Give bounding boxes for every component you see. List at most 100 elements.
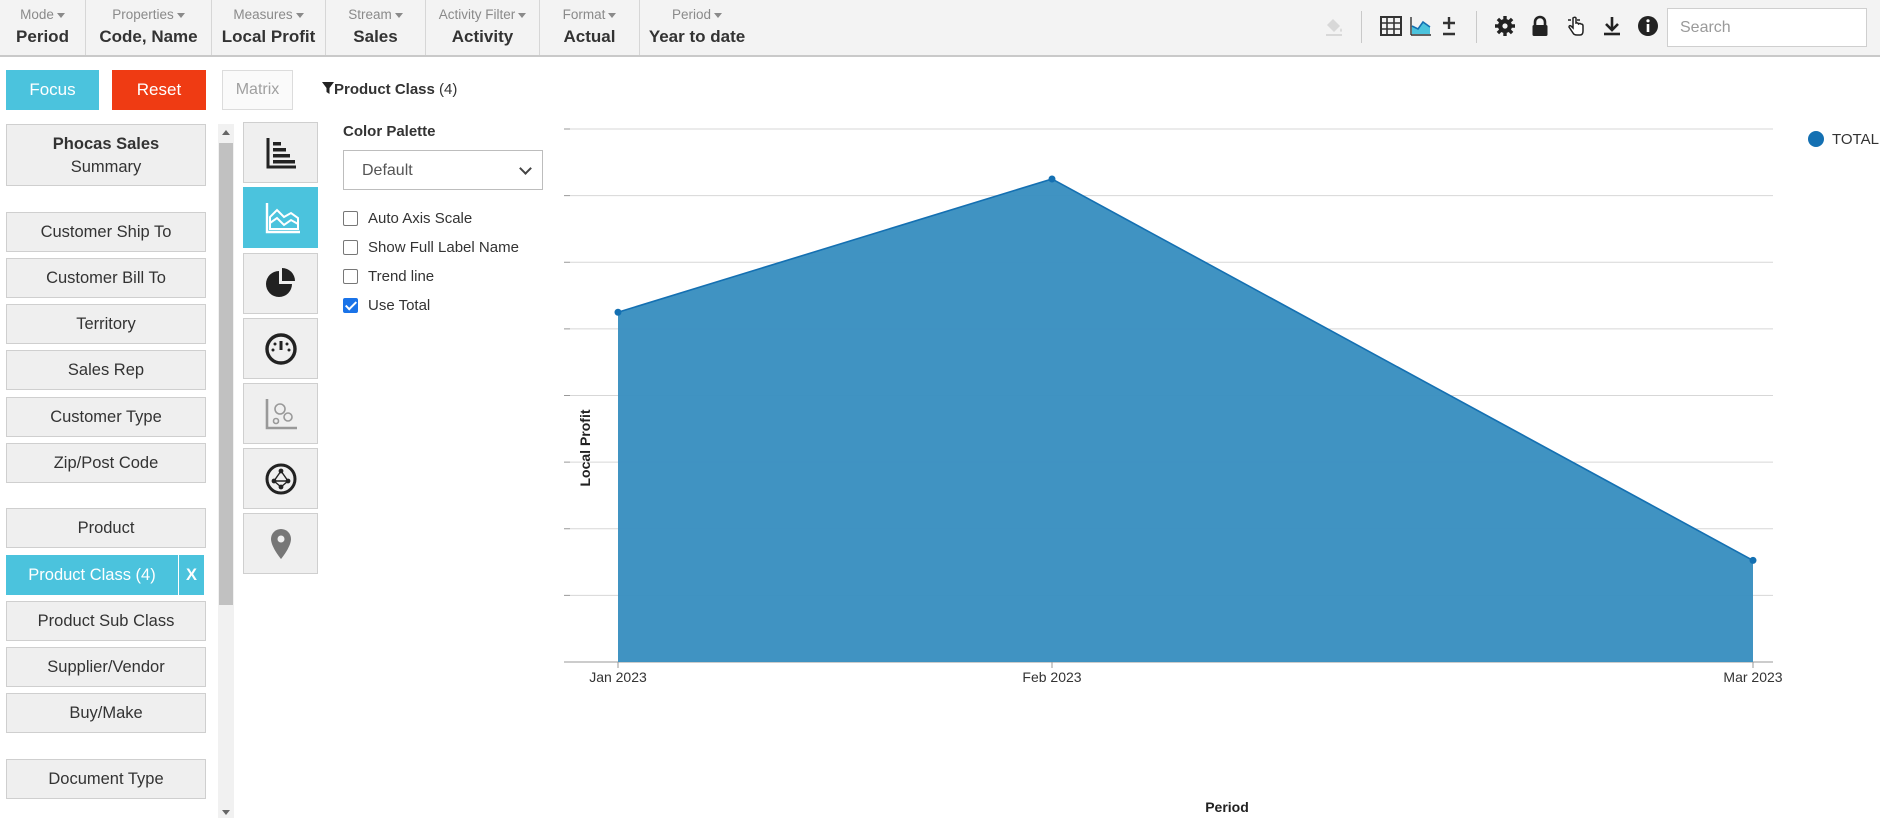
gear-icon[interactable] bbox=[1493, 14, 1517, 38]
bar-chart-icon bbox=[266, 138, 296, 169]
data-point-2[interactable] bbox=[1048, 175, 1056, 183]
dimension-customer-type[interactable]: Customer Type bbox=[6, 397, 206, 437]
chart-type-map[interactable] bbox=[243, 513, 318, 574]
period-selector[interactable]: Period Year to date bbox=[640, 0, 754, 55]
data-point-3[interactable] bbox=[1749, 556, 1757, 564]
period-label: Period bbox=[671, 7, 712, 22]
summary-title: Phocas Sales bbox=[52, 135, 160, 153]
dimension-product-sub-class[interactable]: Product Sub Class bbox=[6, 601, 206, 641]
auto-axis-scale-checkbox[interactable] bbox=[343, 211, 358, 226]
chevron-down-icon bbox=[518, 12, 527, 18]
properties-label: Properties bbox=[112, 7, 174, 22]
trend-line-label: Trend line bbox=[368, 268, 435, 285]
dimension-supplier-vendor[interactable]: Supplier/Vendor bbox=[6, 647, 206, 687]
scroll-up-arrow-icon[interactable] bbox=[222, 130, 230, 135]
scrollbar-thumb[interactable] bbox=[219, 143, 233, 605]
dimension-summary[interactable]: Phocas Sales Summary bbox=[6, 124, 206, 186]
dimension-product-class[interactable]: Product Class (4) X bbox=[6, 555, 204, 595]
gauge-icon bbox=[265, 333, 297, 365]
series-area-total[interactable] bbox=[618, 178, 1753, 662]
mode-value: Period bbox=[16, 27, 69, 46]
focus-button[interactable]: Focus bbox=[6, 70, 99, 110]
chart-type-gauge[interactable] bbox=[243, 318, 318, 379]
legend-entry-total: TOTAL bbox=[1832, 131, 1879, 148]
chevron-down-icon bbox=[176, 12, 185, 18]
show-full-label-name-label: Show Full Label Name bbox=[368, 239, 519, 256]
color-palette-select[interactable]: Default bbox=[343, 150, 543, 190]
dimension-product-class-label: Product Class (4) bbox=[28, 566, 156, 584]
color-palette-label: Color Palette bbox=[343, 123, 436, 140]
mode-label: Mode bbox=[20, 7, 54, 22]
color-palette-value: Default bbox=[362, 162, 413, 179]
activity-filter-selector[interactable]: Activity Filter Activity bbox=[426, 0, 540, 55]
chevron-down-icon bbox=[56, 12, 65, 18]
x-tick-label: Mar 2023 bbox=[1723, 669, 1782, 685]
info-icon[interactable] bbox=[1636, 14, 1660, 38]
chart-type-bubble[interactable] bbox=[243, 383, 318, 444]
area-chart-icon[interactable] bbox=[1409, 14, 1433, 38]
dimension-sales-rep[interactable]: Sales Rep bbox=[6, 350, 206, 390]
pie-chart-icon bbox=[266, 268, 295, 297]
legend-marker bbox=[1808, 131, 1824, 147]
stream-label: Stream bbox=[348, 7, 392, 22]
activity-filter-value: Activity bbox=[451, 27, 514, 46]
format-value: Actual bbox=[563, 27, 616, 46]
data-point-1[interactable] bbox=[614, 308, 622, 316]
map-pin-icon bbox=[271, 529, 291, 559]
measures-selector[interactable]: Measures Local Profit bbox=[212, 0, 326, 55]
chevron-down-icon bbox=[714, 12, 723, 18]
mode-selector[interactable]: Mode Period bbox=[0, 0, 86, 55]
dimension-customer-bill-to[interactable]: Customer Bill To bbox=[6, 258, 206, 298]
matrix-button[interactable]: Matrix bbox=[222, 70, 293, 110]
pointer-hand-icon[interactable] bbox=[1564, 14, 1588, 38]
chevron-down-icon bbox=[394, 12, 403, 18]
chart-type-pie[interactable] bbox=[243, 253, 318, 314]
dimension-customer-ship-to[interactable]: Customer Ship To bbox=[6, 212, 206, 252]
dimension-buy-make[interactable]: Buy/Make bbox=[6, 693, 206, 733]
dimension-document-type[interactable]: Document Type bbox=[6, 759, 206, 799]
y-axis-label: Local Profit bbox=[577, 409, 593, 486]
search-input[interactable] bbox=[1667, 8, 1867, 47]
reset-button[interactable]: Reset bbox=[112, 70, 206, 110]
dimension-product[interactable]: Product bbox=[6, 508, 206, 548]
stream-selector[interactable]: Stream Sales bbox=[326, 0, 426, 55]
grid-icon[interactable] bbox=[1379, 14, 1403, 38]
scroll-down-arrow-icon[interactable] bbox=[222, 810, 230, 815]
show-full-label-name-checkbox[interactable] bbox=[343, 240, 358, 255]
properties-value: Code, Name bbox=[99, 27, 198, 46]
legend[interactable]: TOTAL bbox=[1808, 131, 1879, 148]
x-tick-label: Feb 2023 bbox=[1022, 669, 1081, 685]
x-axis-label: Period bbox=[1205, 799, 1249, 815]
toolbar: Mode Period Properties Code, Name Measur… bbox=[0, 0, 1880, 57]
filter-breadcrumb[interactable]: Product Class (4) bbox=[322, 81, 457, 98]
toolbar-divider bbox=[1476, 11, 1477, 43]
dimension-territory[interactable]: Territory bbox=[6, 304, 206, 344]
chart-type-area[interactable] bbox=[243, 187, 318, 248]
area-chart: 0200,000400,000600,000800,0001,000,0001,… bbox=[560, 121, 1879, 815]
auto-axis-scale-label: Auto Axis Scale bbox=[368, 210, 473, 227]
paint-bucket-icon[interactable] bbox=[1322, 14, 1346, 38]
use-total-checkbox[interactable] bbox=[343, 298, 358, 313]
lock-icon[interactable] bbox=[1528, 14, 1552, 38]
format-selector[interactable]: Format Actual bbox=[540, 0, 640, 55]
x-tick-label: Jan 2023 bbox=[589, 669, 647, 685]
chart-type-network[interactable] bbox=[243, 448, 318, 509]
toolbar-divider bbox=[1361, 11, 1362, 43]
area-chart-icon bbox=[265, 203, 300, 234]
chart-type-bar[interactable] bbox=[243, 122, 318, 183]
remove-filter-button[interactable]: X bbox=[178, 555, 204, 595]
network-icon bbox=[265, 463, 297, 495]
plus-minus-icon[interactable] bbox=[1437, 14, 1461, 38]
measures-label: Measures bbox=[233, 7, 293, 22]
filter-name: Product Class bbox=[334, 81, 435, 98]
bubble-chart-icon bbox=[265, 399, 297, 430]
properties-selector[interactable]: Properties Code, Name bbox=[86, 0, 212, 55]
period-value: Year to date bbox=[648, 27, 746, 46]
format-label: Format bbox=[562, 7, 606, 22]
stream-value: Sales bbox=[353, 27, 398, 46]
download-icon[interactable] bbox=[1600, 14, 1624, 38]
trend-line-checkbox[interactable] bbox=[343, 269, 358, 284]
chevron-down-icon bbox=[295, 12, 304, 18]
dimension-zip-post-code[interactable]: Zip/Post Code bbox=[6, 443, 206, 483]
chevron-down-icon bbox=[519, 162, 532, 175]
